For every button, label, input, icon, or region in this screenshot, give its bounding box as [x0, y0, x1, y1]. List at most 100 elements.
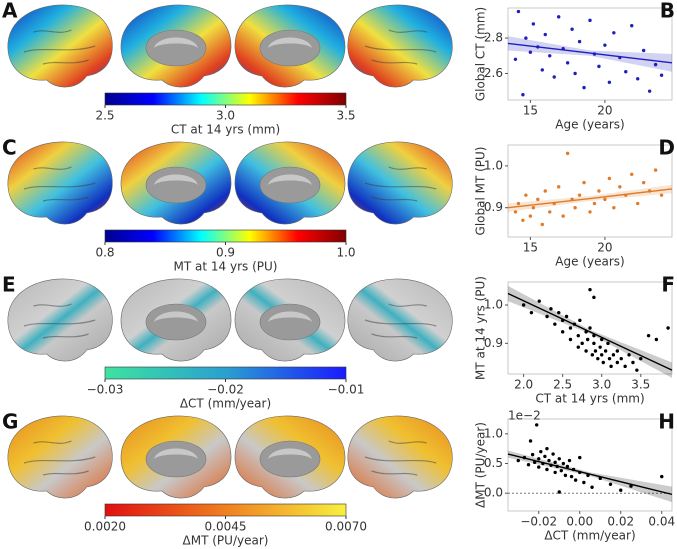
point — [592, 295, 596, 300]
x-tick-label: 15 — [523, 104, 538, 118]
sulcus — [364, 166, 437, 202]
brain — [120, 415, 232, 499]
confidence-band — [508, 36, 672, 72]
sulcus — [364, 440, 437, 476]
point — [588, 210, 592, 214]
x-tick-label: 0.00 — [566, 515, 593, 529]
point — [647, 89, 652, 93]
point — [531, 206, 536, 210]
point — [624, 69, 628, 74]
tick-label: −0.02 — [207, 383, 244, 397]
medial-wall — [259, 440, 321, 478]
point — [606, 341, 610, 346]
brain — [120, 4, 232, 88]
plot-area — [507, 7, 673, 101]
colorbar-label: ΔMT (PU/year) — [183, 534, 269, 548]
tick-label: −0.03 — [87, 383, 124, 397]
corpus-callosum — [268, 37, 312, 48]
x-tick-label: 20 — [597, 241, 612, 255]
point — [513, 210, 518, 214]
fit-line — [507, 188, 673, 209]
tick-label: 0.0070 — [325, 520, 367, 534]
point — [529, 310, 534, 315]
medial-wall — [145, 166, 207, 204]
y-tick-label: 0.5 — [484, 456, 503, 470]
point — [567, 458, 572, 463]
tick-label: 0.9 — [216, 246, 235, 260]
point — [603, 197, 607, 202]
point — [654, 337, 659, 342]
colorbar-label: CT at 14 yrs (mm) — [171, 123, 280, 137]
point — [553, 470, 557, 475]
y-tick-label: 2.8 — [484, 31, 503, 45]
point — [560, 330, 565, 334]
tick-label: 0.8 — [95, 246, 114, 260]
corpus-callosum — [154, 37, 198, 48]
cortex — [347, 141, 453, 225]
point — [516, 458, 520, 463]
panel-label: A — [2, 0, 18, 23]
point — [537, 299, 541, 303]
cortex — [7, 4, 113, 88]
sulcus — [23, 440, 96, 476]
cortex — [7, 141, 113, 225]
point — [528, 214, 533, 218]
y-axis-label: Global MT (PU) — [474, 147, 488, 236]
cortex — [7, 278, 113, 362]
point — [582, 180, 586, 185]
x-tick-label: −0.02 — [520, 515, 557, 529]
medial-wall — [145, 29, 207, 67]
point — [659, 193, 664, 197]
point — [612, 206, 616, 210]
plot-area — [507, 418, 673, 512]
corpus-callosum — [268, 174, 312, 185]
x-tick-label: 0.04 — [648, 515, 675, 529]
point — [660, 474, 664, 479]
point — [553, 460, 557, 465]
y-tick-label: 0.0 — [484, 486, 503, 500]
point — [516, 9, 521, 14]
panel-label: F — [661, 273, 675, 297]
point — [545, 467, 549, 472]
brain — [234, 278, 346, 362]
point — [577, 39, 582, 44]
point — [564, 314, 569, 319]
brain — [7, 141, 113, 225]
corpus-callosum — [268, 311, 312, 322]
point — [590, 353, 595, 357]
sulcus — [23, 303, 96, 339]
colorbar — [104, 229, 347, 243]
point — [646, 333, 651, 338]
point — [568, 337, 573, 342]
x-tick-label: 2.0 — [514, 378, 533, 392]
point — [553, 322, 557, 326]
tick-label: 3.5 — [336, 109, 355, 123]
fit-line — [507, 453, 673, 496]
x-axis-label: Age (years) — [555, 118, 624, 132]
point — [573, 206, 577, 210]
point — [641, 48, 646, 53]
point — [585, 337, 590, 342]
point — [636, 201, 640, 206]
point — [639, 356, 643, 361]
point — [607, 80, 612, 85]
point — [635, 368, 639, 372]
medial-wall — [145, 303, 207, 341]
point — [600, 353, 604, 357]
point — [612, 31, 616, 35]
brain-renderings — [7, 4, 453, 499]
point — [576, 333, 580, 338]
sulcus — [23, 166, 96, 202]
x-tick-label: 20 — [597, 104, 612, 118]
point — [548, 54, 552, 58]
y-tick-label: 1.0 — [484, 158, 503, 172]
point — [653, 62, 658, 67]
cortex — [7, 415, 113, 499]
point — [578, 455, 582, 460]
point — [557, 310, 561, 315]
point — [540, 222, 544, 227]
point — [531, 22, 536, 26]
point — [524, 36, 528, 40]
tick-label: 2.5 — [95, 109, 114, 123]
y-axis-label: MT at 14 yrs (PU) — [474, 276, 488, 380]
